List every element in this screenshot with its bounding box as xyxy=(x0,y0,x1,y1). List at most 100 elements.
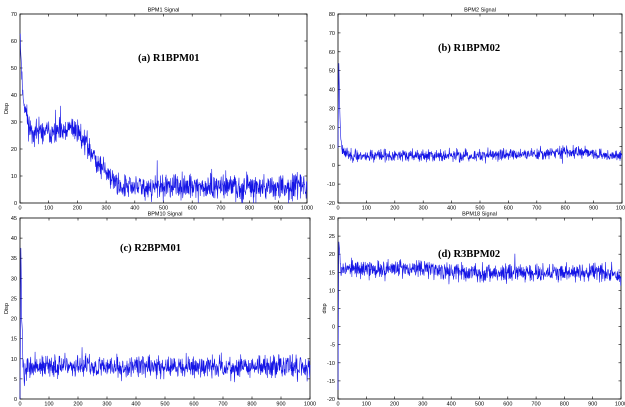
y-tick-label: 25 xyxy=(329,234,335,240)
y-tick-label: 10 xyxy=(329,144,335,150)
x-tick-label: 1000 xyxy=(616,206,625,212)
chart-panel-4: 0 100 200 300 400 500 600 700 800 900 1000 -20 -15 -1… xyxy=(322,212,625,407)
x-tick-label: 400 xyxy=(130,206,139,212)
x-tick-label: 300 xyxy=(419,206,428,212)
y-axis-label: Disp xyxy=(4,303,10,314)
chart-panel-1: 0 100 200 300 400 500 600 700 800 900 1000 0 10 20 30 4… xyxy=(4,8,313,212)
x-tick-label: 1000 xyxy=(615,402,625,407)
y-tick-label: 10 xyxy=(11,174,17,180)
y-tick-label: 70 xyxy=(329,31,335,37)
x-tick-label: 300 xyxy=(418,402,427,407)
x-tick-label: 700 xyxy=(532,206,541,212)
y-tick-label: -5 xyxy=(330,343,335,349)
chart-title: BPM1 Signal xyxy=(148,8,180,14)
x-tick-label: 100 xyxy=(362,402,371,407)
y-tick-label: 40 xyxy=(11,93,17,99)
y-tick-label: 50 xyxy=(11,66,17,72)
y-tick-label: 30 xyxy=(11,120,17,126)
x-tick-label: 200 xyxy=(390,206,399,212)
x-tick-label: 300 xyxy=(102,206,111,212)
panel-annotation: (b) R1BPM02 xyxy=(438,43,500,54)
y-tick-label: 40 xyxy=(329,88,335,94)
x-tick-label: 800 xyxy=(561,206,570,212)
y-tick-label: 10 xyxy=(11,357,17,363)
y-tick-label: 0 xyxy=(14,397,17,403)
y-tick-label: 5 xyxy=(14,377,17,383)
y-tick-label: 60 xyxy=(329,50,335,56)
y-tick-label: -20 xyxy=(327,397,335,403)
x-tick-label: 700 xyxy=(532,402,541,407)
x-tick-label: 200 xyxy=(73,206,82,212)
x-tick-label: 900 xyxy=(588,402,597,407)
x-tick-label: 400 xyxy=(447,206,456,212)
y-tick-label: -20 xyxy=(327,201,335,207)
x-tick-label: 400 xyxy=(131,402,140,407)
chart-title: BPM2 Signal xyxy=(464,8,496,14)
y-tick-label: 25 xyxy=(11,296,17,302)
y-tick-label: 20 xyxy=(329,125,335,131)
y-axis-label: Disp xyxy=(4,103,10,114)
panel-annotation: (d) R3BPM02 xyxy=(438,249,500,260)
y-tick-label: 30 xyxy=(329,216,335,222)
y-tick-label: 15 xyxy=(329,270,335,276)
x-tick-label: 500 xyxy=(475,402,484,407)
x-tick-label: 900 xyxy=(276,402,285,407)
x-tick-label: 600 xyxy=(188,206,197,212)
y-tick-label: -10 xyxy=(327,361,335,367)
panel-annotation: (c) R2BPM01 xyxy=(120,243,181,254)
x-tick-label: 100 xyxy=(44,206,53,212)
y-tick-label: 10 xyxy=(329,288,335,294)
y-tick-label: 30 xyxy=(11,276,17,282)
x-tick-label: 600 xyxy=(503,402,512,407)
y-tick-label: 60 xyxy=(11,39,17,45)
chart-panel-3: 0 100 200 300 400 500 600 700 800 900 1000 0 5 10 15 20… xyxy=(4,212,316,407)
signal-series-line xyxy=(19,33,308,204)
chart-panel-2: 0 100 200 300 400 500 600 700 800 900 1000 -20 -10 0 1… xyxy=(327,8,625,212)
x-tick-label: 700 xyxy=(218,402,227,407)
y-tick-label: 35 xyxy=(11,256,17,262)
y-tick-label: 40 xyxy=(11,236,17,242)
chart-title: BPM18 Signal xyxy=(462,212,497,218)
y-tick-label: 80 xyxy=(329,12,335,18)
x-tick-label: 0 xyxy=(18,402,21,407)
x-tick-label: 200 xyxy=(390,402,399,407)
y-axis-label: disp xyxy=(322,303,328,313)
x-tick-label: 100 xyxy=(362,206,371,212)
y-tick-label: 0 xyxy=(332,163,335,169)
y-tick-label: 45 xyxy=(11,216,17,222)
x-tick-label: 500 xyxy=(160,402,169,407)
signal-series-line xyxy=(19,247,311,400)
x-tick-label: 1000 xyxy=(304,402,316,407)
y-tick-label: 5 xyxy=(332,307,335,313)
x-tick-label: 400 xyxy=(447,402,456,407)
x-tick-label: 800 xyxy=(247,402,256,407)
x-tick-label: 500 xyxy=(475,206,484,212)
y-tick-label: -15 xyxy=(327,379,335,385)
y-tick-label: 70 xyxy=(11,12,17,18)
y-tick-label: -10 xyxy=(327,182,335,188)
y-tick-label: 20 xyxy=(11,317,17,323)
x-tick-label: 900 xyxy=(274,206,283,212)
y-tick-label: 20 xyxy=(11,147,17,153)
x-tick-label: 100 xyxy=(44,402,53,407)
x-tick-label: 600 xyxy=(504,206,513,212)
y-tick-label: 20 xyxy=(329,252,335,258)
y-tick-label: 30 xyxy=(329,107,335,113)
y-tick-label: 50 xyxy=(329,69,335,75)
x-tick-label: 0 xyxy=(336,206,339,212)
x-tick-label: 800 xyxy=(560,402,569,407)
x-tick-label: 800 xyxy=(245,206,254,212)
plot-frame xyxy=(337,217,622,400)
y-tick-label: 0 xyxy=(332,325,335,331)
panel-annotation: (a) R1BPM01 xyxy=(138,53,200,64)
signal-series-line xyxy=(337,63,623,164)
y-tick-label: 0 xyxy=(14,201,17,207)
x-tick-label: 500 xyxy=(159,206,168,212)
y-tick-label: 15 xyxy=(11,337,17,343)
x-tick-label: 0 xyxy=(18,206,21,212)
x-tick-label: 200 xyxy=(73,402,82,407)
x-tick-label: 1000 xyxy=(301,206,313,212)
x-tick-label: 900 xyxy=(589,206,598,212)
x-tick-label: 600 xyxy=(189,402,198,407)
